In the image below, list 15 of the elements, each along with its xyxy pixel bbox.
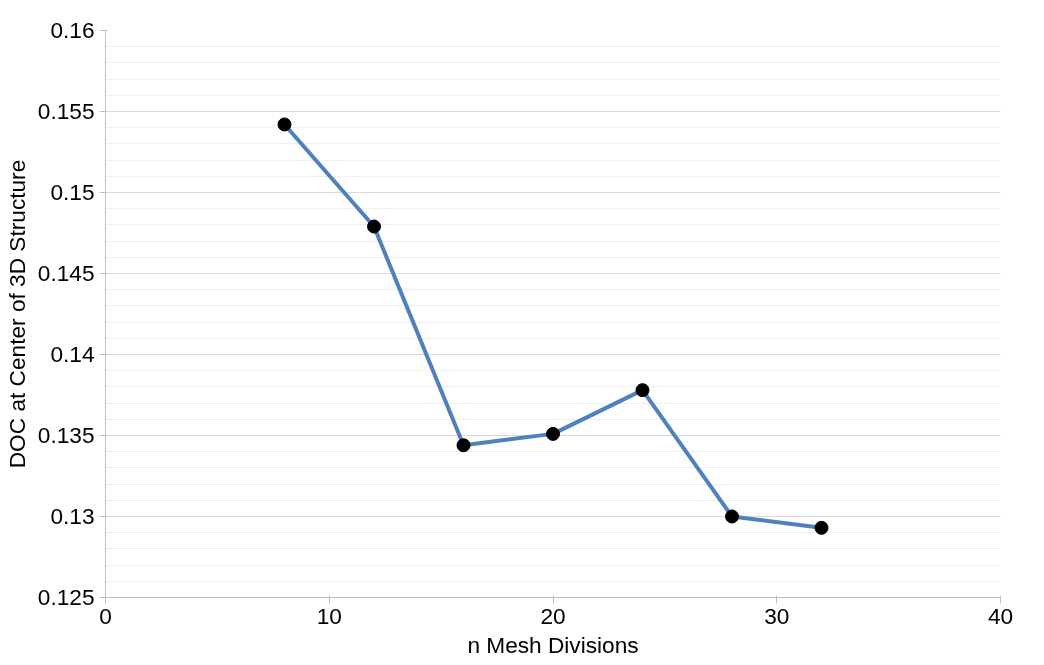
y-tick-label: 0.145 [37, 260, 95, 286]
x-tick-label: 30 [764, 602, 790, 629]
y-tick-label: 0.15 [50, 179, 95, 205]
x-tick-label: 40 [987, 602, 1014, 629]
y-tick-label: 0.155 [37, 98, 95, 124]
y-tick-label: 0.135 [37, 422, 95, 448]
y-tick-label: 0.125 [37, 584, 95, 610]
y-tick-label: 0.14 [50, 341, 95, 367]
x-tick-label: 0 [99, 602, 112, 629]
x-axis-title: n Mesh Divisions [467, 631, 639, 658]
y-tick-label: 0.13 [50, 503, 95, 529]
x-tick-label: 20 [540, 602, 566, 629]
x-tick-label: 10 [316, 602, 342, 629]
y-tick-label: 0.16 [50, 17, 95, 43]
y-axis-title: DOC at Center of 3D Structure [3, 159, 30, 469]
